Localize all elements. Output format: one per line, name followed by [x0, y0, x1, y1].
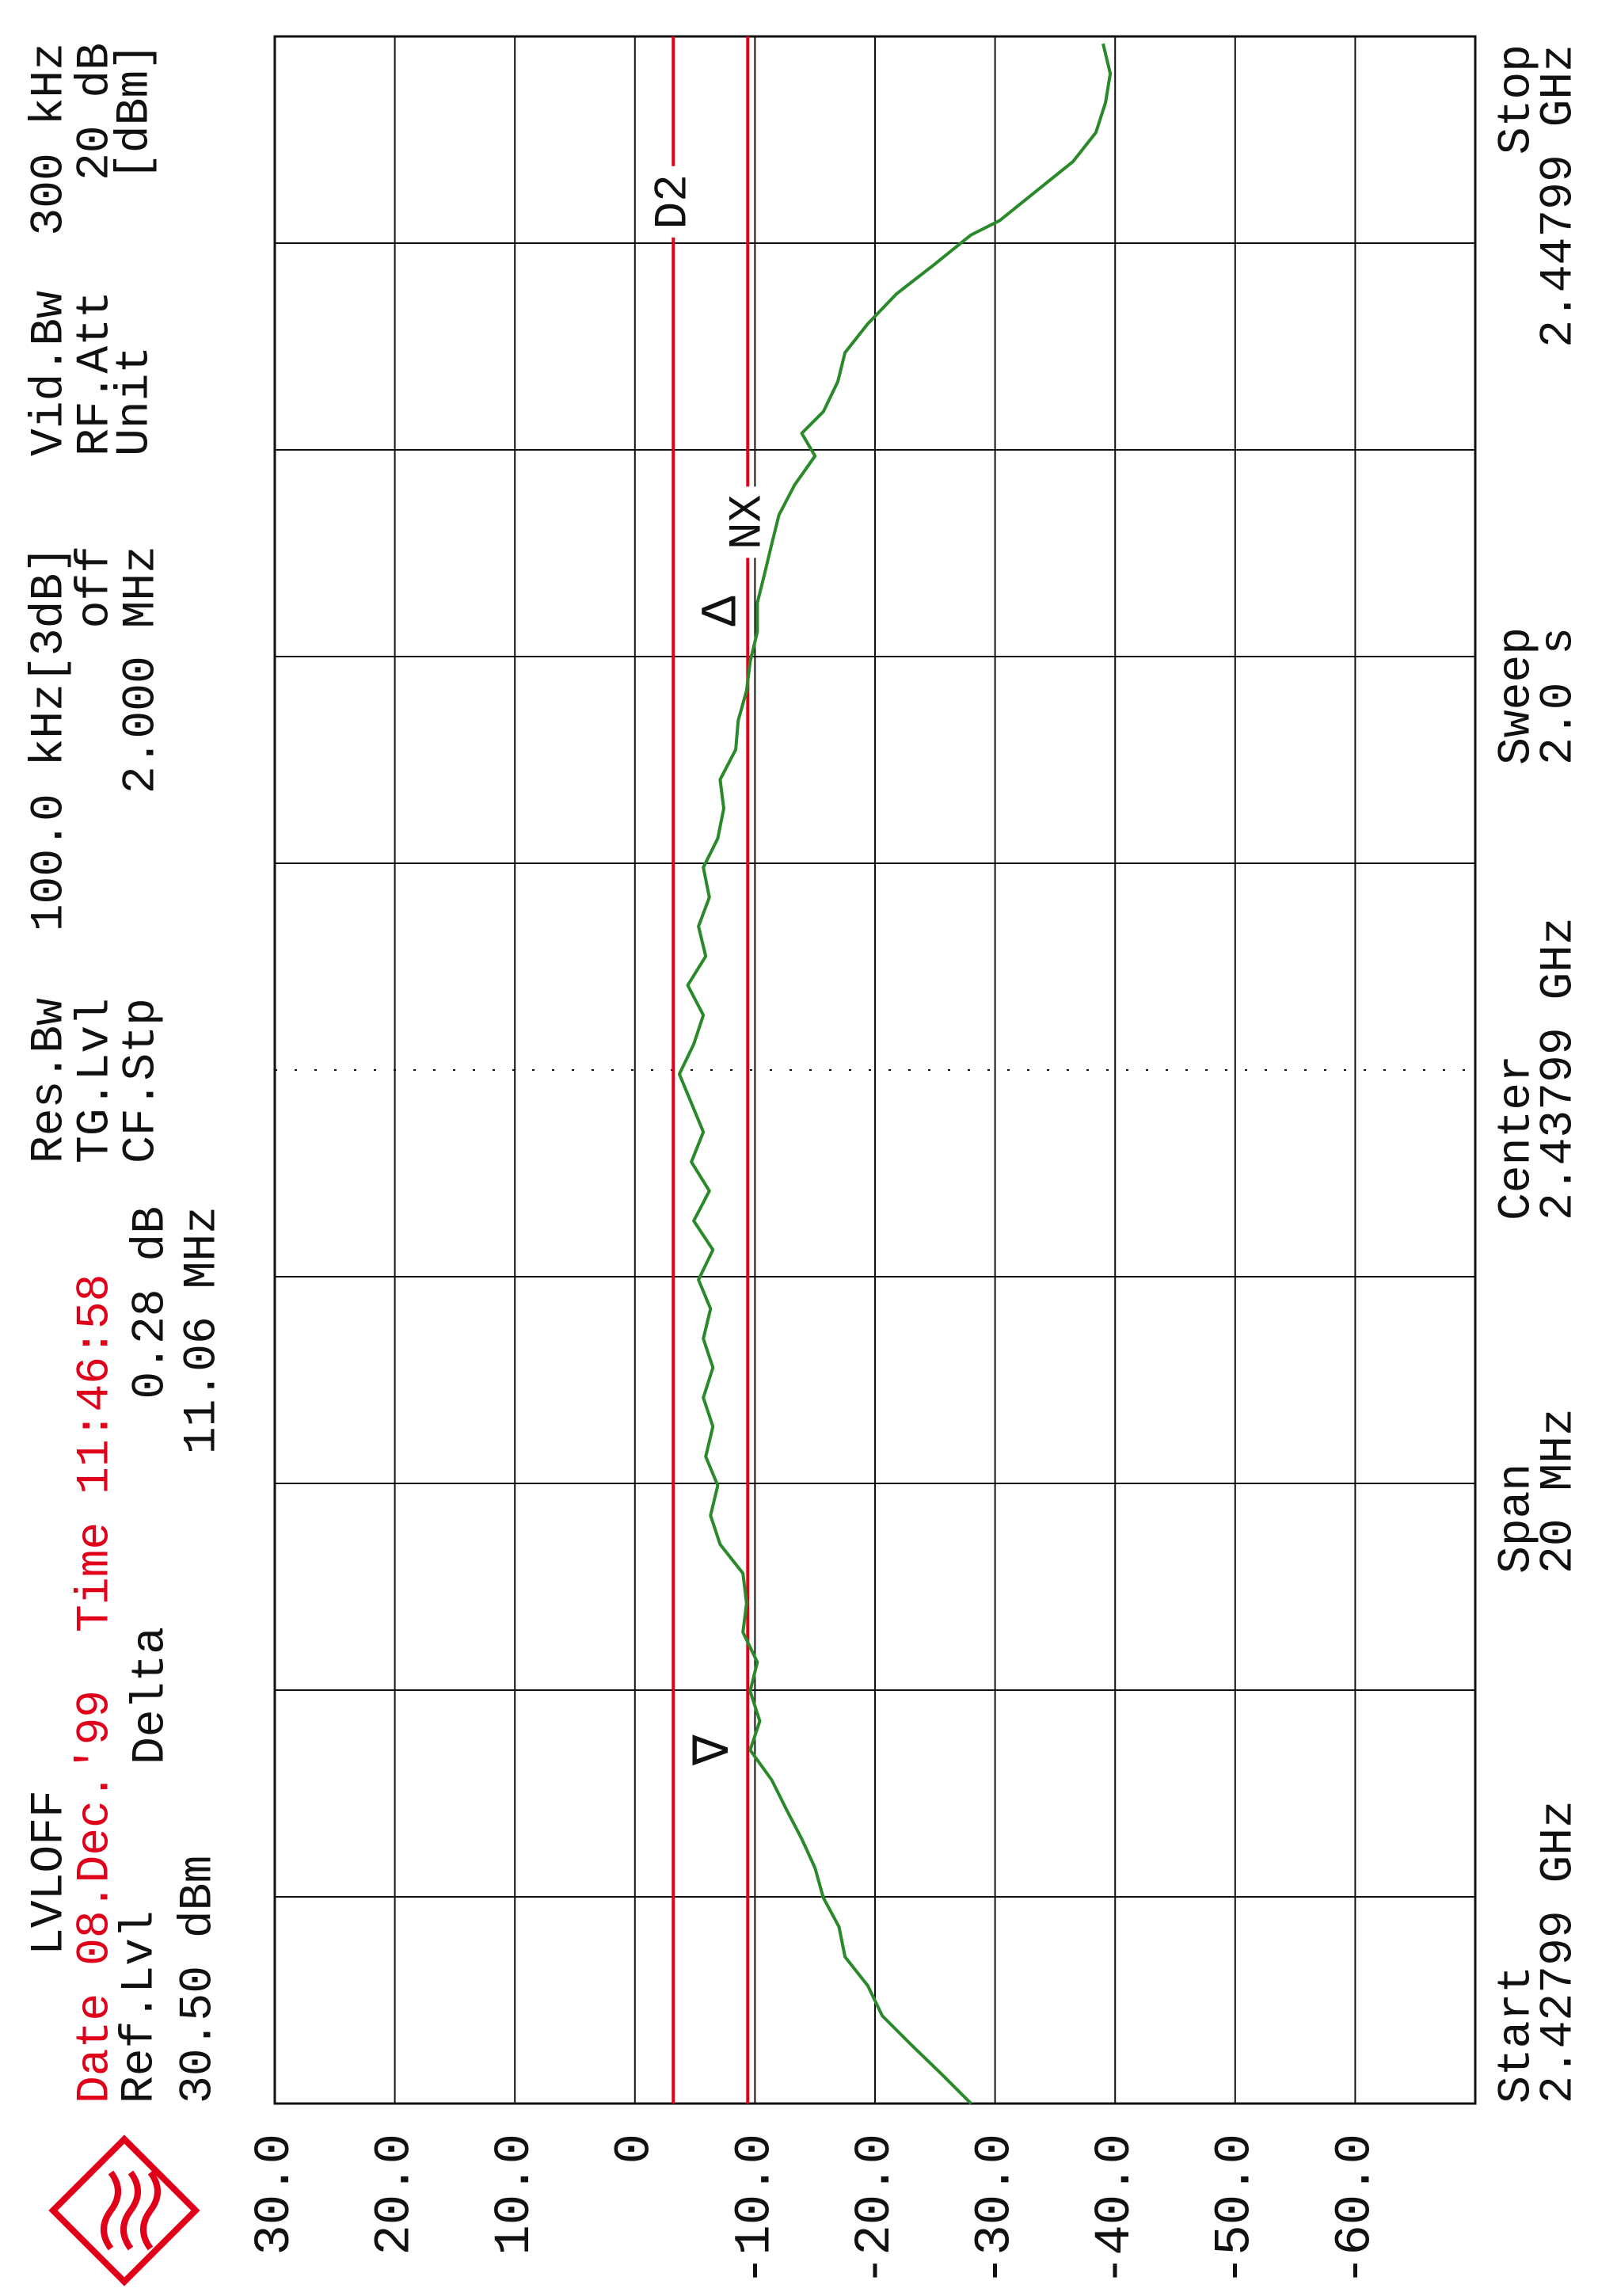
y-tick-label: -60.0	[1327, 2134, 1384, 2286]
vid-bw-label: Vid.Bw	[24, 291, 75, 456]
status: LVLOFF	[24, 1790, 75, 1955]
time: Time 11:46:58	[70, 1274, 121, 1632]
span: 20 MHz	[1533, 1408, 1585, 1574]
y-tick-label: 20.0	[367, 2134, 424, 2256]
rotated-screen: LVLOFF Date 08.Dec.'99 Time 11:46:58 Ref…	[24, 35, 1585, 2286]
start-label: Start	[1491, 1966, 1543, 2104]
y-tick-label: -50.0	[1208, 2134, 1265, 2286]
y-tick-label: -20.0	[847, 2134, 904, 2286]
start: 2.42799 GHz	[1533, 1800, 1585, 2104]
span-label: Span	[1491, 1464, 1543, 1574]
y-tick-label: -30.0	[968, 2134, 1025, 2286]
res-bw-label: Res.Bw	[24, 998, 75, 1163]
sweep-label: Sweep	[1491, 627, 1543, 765]
stop-label: Stop	[1491, 44, 1543, 154]
unit-label: Unit	[109, 346, 161, 456]
date: Date 08.Dec.'99	[70, 1690, 121, 2104]
display-line-label: NX	[723, 495, 774, 550]
y-tick-label: -40.0	[1087, 2134, 1144, 2286]
y-tick-label: -10.0	[727, 2134, 784, 2286]
rf-att-label: RF.Att	[70, 291, 121, 456]
rf-att: 20 dB	[70, 43, 121, 181]
ref-level-label: Ref.Lvl	[114, 1910, 166, 2104]
y-tick-label: 0	[607, 2134, 664, 2164]
res-bw: 100.0 kHz[3dB]	[24, 546, 75, 931]
center: 2.43799 GHz	[1533, 917, 1585, 1220]
tg-level-label: TG.Lvl	[70, 998, 121, 1163]
stop: 2.44799 GHz	[1533, 44, 1585, 348]
cf-step-label: CF.Stp	[116, 998, 167, 1163]
display-line-label: D2	[649, 174, 700, 230]
ref-level: 30.50 dBm	[173, 1856, 224, 2104]
logo	[48, 2134, 200, 2286]
y-tick-label: 30.0	[247, 2134, 304, 2256]
marker: ∇	[687, 1734, 744, 1766]
y-tick-label: 10.0	[487, 2134, 544, 2256]
delta-freq: 11.06 MHz	[177, 1206, 228, 1454]
tg-level: off	[70, 546, 121, 628]
delta-level: 0.28 dB	[125, 1206, 177, 1399]
trace	[677, 43, 1113, 2105]
marker: Δ	[694, 596, 751, 626]
marker-mode: Delta	[125, 1627, 177, 1765]
center-label: Center	[1491, 1055, 1543, 1220]
display-line-label-bg	[724, 486, 772, 558]
unit: [dBm]	[109, 43, 161, 181]
sweep: 2.0 s	[1533, 627, 1585, 765]
vid-bw: 300 kHz	[24, 43, 75, 236]
display-line-label-bg	[649, 166, 698, 238]
cf-step: 2.000 MHz	[116, 546, 167, 794]
